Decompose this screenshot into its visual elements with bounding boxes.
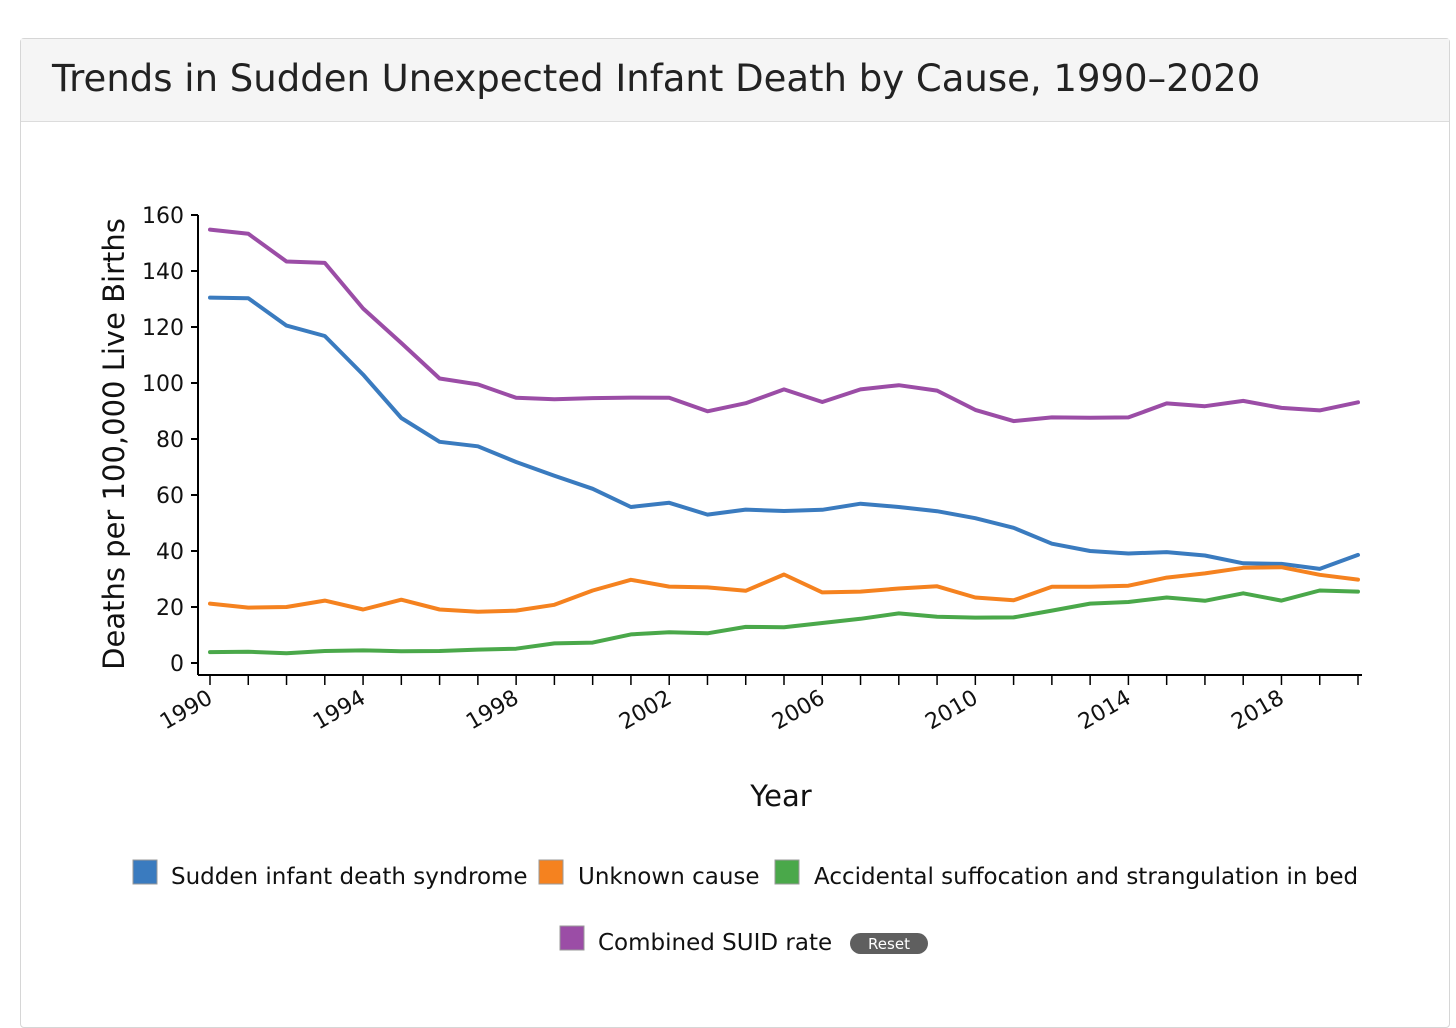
x-tick-label: 2018: [1227, 686, 1288, 736]
panel-header: Trends in Sudden Unexpected Infant Death…: [21, 39, 1449, 122]
y-tick-label: 100: [142, 372, 184, 397]
legend-swatch[interactable]: [774, 859, 800, 885]
y-tick-label: 40: [156, 540, 184, 565]
series-line-1[interactable]: [208, 295, 1360, 571]
y-tick-label: 120: [142, 316, 184, 341]
x-tick-label: 2006: [768, 686, 829, 736]
y-tick-label: 60: [156, 484, 184, 509]
series-line-3[interactable]: [208, 588, 1360, 656]
x-tick-label: 2010: [921, 686, 982, 736]
chart-title: Trends in Sudden Unexpected Infant Death…: [52, 57, 1261, 100]
legend-label[interactable]: Accidental suffocation and strangulation…: [814, 864, 1358, 890]
series-line-4[interactable]: [208, 227, 1360, 424]
x-tick-label: 1998: [462, 686, 523, 736]
reset-button[interactable]: [850, 933, 928, 954]
legend-label[interactable]: Combined SUID rate: [598, 930, 832, 956]
x-tick-label: 2002: [615, 686, 676, 736]
y-tick-label: 20: [156, 596, 184, 621]
x-tick-label: 2014: [1074, 686, 1135, 736]
y-tick-label: 0: [170, 652, 184, 677]
x-tick-label: 1994: [309, 686, 370, 736]
legend-swatch[interactable]: [559, 925, 585, 951]
y-tick-label: 160: [142, 204, 184, 229]
legend-swatch[interactable]: [538, 859, 564, 885]
legend-label[interactable]: Sudden infant death syndrome: [171, 864, 528, 890]
legend-label[interactable]: Unknown cause: [578, 864, 760, 890]
x-tick-label: 1990: [156, 686, 217, 736]
series-line-2[interactable]: [208, 565, 1360, 614]
x-axis-title: Year: [749, 779, 811, 813]
chart-panel: Trends in Sudden Unexpected Infant Death…: [20, 38, 1450, 1028]
reset-button-label[interactable]: Reset: [868, 935, 910, 953]
y-axis-title: Deaths per 100,000 Live Births: [97, 218, 131, 670]
y-tick-label: 140: [142, 260, 184, 285]
y-tick-label: 80: [156, 428, 184, 453]
legend-swatch[interactable]: [132, 859, 158, 885]
